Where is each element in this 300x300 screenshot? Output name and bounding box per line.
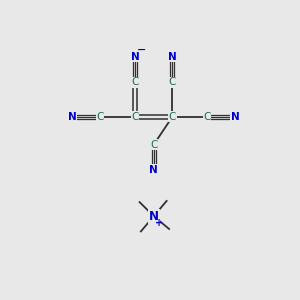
- Text: N: N: [131, 52, 140, 62]
- Text: −: −: [137, 45, 146, 55]
- Text: C: C: [97, 112, 104, 122]
- Text: C: C: [169, 77, 176, 87]
- Text: N: N: [168, 52, 177, 62]
- Text: C: C: [150, 140, 158, 150]
- Text: C: C: [169, 112, 176, 122]
- Text: +: +: [155, 218, 163, 228]
- Text: C: C: [131, 77, 139, 87]
- Text: C: C: [203, 112, 211, 122]
- Text: N: N: [68, 112, 77, 122]
- Text: C: C: [131, 112, 139, 122]
- Text: N: N: [149, 210, 159, 223]
- Text: N: N: [149, 165, 158, 175]
- Text: N: N: [231, 112, 239, 122]
